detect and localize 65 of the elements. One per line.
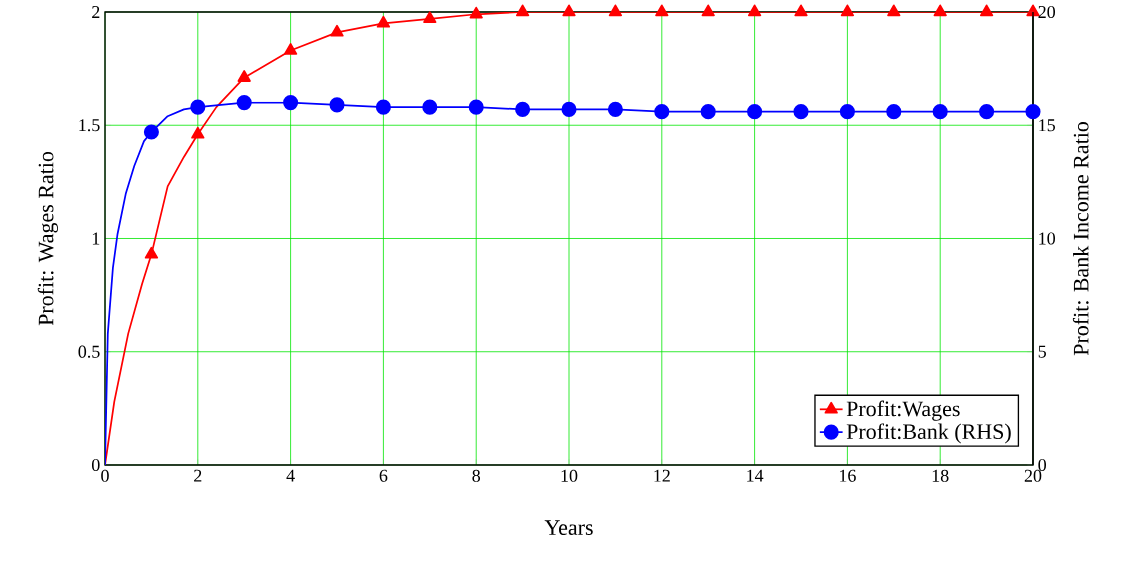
x-tick-label: 10 xyxy=(561,469,578,482)
y2-tick-label: 10 xyxy=(1039,232,1056,245)
point xyxy=(375,99,391,115)
point xyxy=(607,101,623,117)
point xyxy=(283,95,299,111)
point xyxy=(191,126,205,139)
point xyxy=(979,104,995,120)
point xyxy=(236,95,252,111)
point xyxy=(886,104,902,120)
point xyxy=(515,101,531,117)
legend-label: Profit:Bank (RHS) xyxy=(846,423,1011,444)
point xyxy=(840,4,855,17)
y-tick-label: 0 xyxy=(91,458,100,472)
x-tick-label: 16 xyxy=(839,469,856,482)
legend-label: Profit:Wages xyxy=(846,400,960,421)
x-tick-label: 8 xyxy=(472,469,481,482)
x-tick-label: 4 xyxy=(286,469,295,482)
point xyxy=(700,104,716,120)
point xyxy=(468,99,484,115)
point xyxy=(794,4,808,17)
x-tick-label: 18 xyxy=(932,469,949,482)
point xyxy=(561,101,577,117)
x-tick-label: 14 xyxy=(747,469,764,482)
point xyxy=(423,11,437,23)
y-tick-label: 2 xyxy=(92,6,100,18)
point xyxy=(979,4,994,17)
x-axis-title: Years xyxy=(544,520,593,535)
y2-tick-label: 20 xyxy=(1038,5,1056,19)
point xyxy=(839,104,855,120)
x-tick-label: 2 xyxy=(194,469,202,482)
point xyxy=(654,104,670,120)
point xyxy=(933,4,947,17)
y2-tick-label: 0 xyxy=(1038,458,1047,472)
y-tick-label: 1 xyxy=(92,232,100,245)
x-tick-label: 12 xyxy=(654,469,670,482)
point xyxy=(655,4,669,17)
point xyxy=(237,70,251,82)
point xyxy=(144,246,159,259)
point xyxy=(330,24,344,37)
y2-axis-title: Profit: Bank Income Ratio xyxy=(1072,122,1089,356)
point xyxy=(515,4,530,17)
y2-tick-label: 5 xyxy=(1038,345,1047,358)
point xyxy=(562,4,576,17)
point xyxy=(422,99,438,115)
x-tick-label: 6 xyxy=(379,469,388,482)
y-tick-label: 1.5 xyxy=(79,119,100,132)
y2-tick-label: 15 xyxy=(1039,119,1056,132)
point xyxy=(329,97,345,113)
point xyxy=(747,104,763,120)
x-tick-label: 0 xyxy=(101,469,109,482)
point xyxy=(793,104,809,120)
point xyxy=(701,4,715,17)
y-axis-title: Profit: Wages Ratio xyxy=(37,151,58,326)
point xyxy=(932,104,948,120)
point xyxy=(143,124,159,140)
point xyxy=(283,42,298,55)
point xyxy=(469,6,483,19)
point xyxy=(1025,104,1041,120)
y-tick-label: 0.5 xyxy=(78,345,100,358)
point xyxy=(887,4,901,17)
point xyxy=(608,4,623,17)
point xyxy=(376,15,391,28)
point xyxy=(747,4,762,17)
point xyxy=(190,99,206,115)
x-tick-label: 20 xyxy=(1024,469,1042,482)
